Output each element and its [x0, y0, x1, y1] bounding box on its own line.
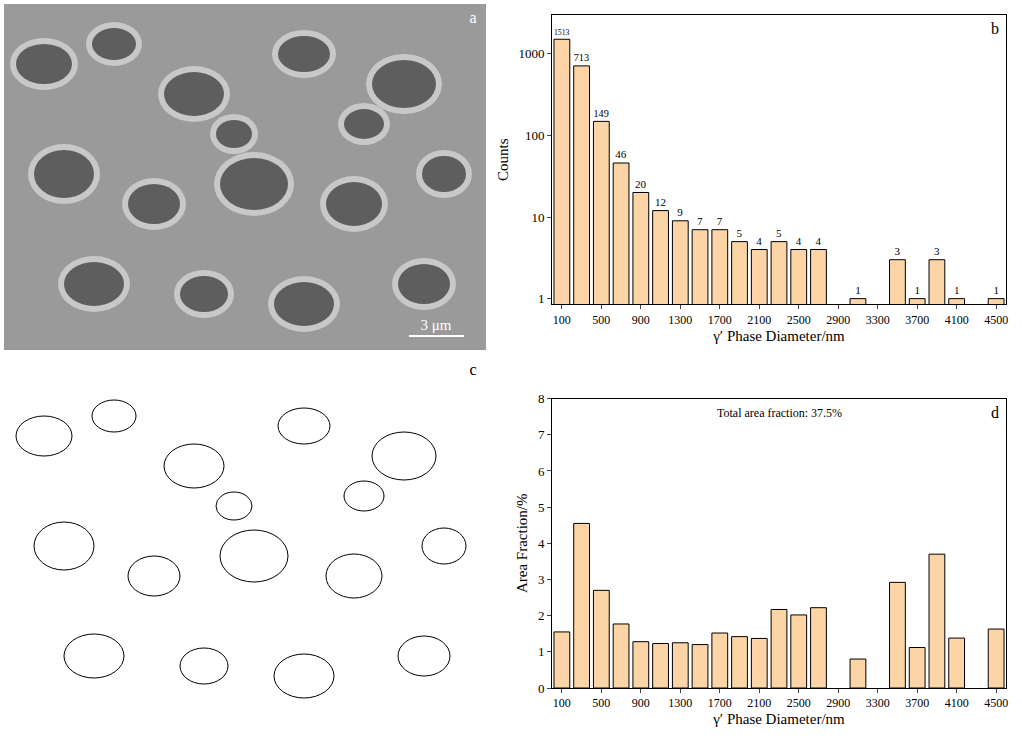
- svg-text:d: d: [991, 404, 999, 421]
- svg-text:4100: 4100: [945, 313, 969, 327]
- svg-text:1300: 1300: [668, 313, 692, 327]
- svg-text:1300: 1300: [668, 696, 692, 710]
- svg-text:γ′ Phase Diameter/nm: γ′ Phase Diameter/nm: [712, 328, 845, 344]
- svg-text:5: 5: [538, 500, 545, 515]
- svg-text:900: 900: [632, 313, 650, 327]
- svg-text:Area Fraction/%: Area Fraction/%: [514, 494, 530, 594]
- svg-text:a: a: [469, 9, 476, 26]
- svg-text:1: 1: [914, 284, 920, 296]
- svg-text:713: 713: [574, 52, 589, 63]
- svg-text:γ′ Phase Diameter/nm: γ′ Phase Diameter/nm: [712, 711, 845, 727]
- svg-text:2: 2: [538, 608, 545, 623]
- svg-text:7: 7: [697, 215, 703, 227]
- svg-text:2900: 2900: [826, 696, 850, 710]
- svg-text:1: 1: [993, 284, 999, 296]
- svg-text:1: 1: [538, 644, 545, 659]
- svg-text:4100: 4100: [945, 696, 969, 710]
- svg-text:500: 500: [592, 313, 610, 327]
- svg-text:1700: 1700: [708, 696, 732, 710]
- svg-text:1700: 1700: [708, 313, 732, 327]
- svg-text:7: 7: [538, 427, 545, 442]
- svg-text:100: 100: [525, 128, 545, 143]
- svg-text:3300: 3300: [866, 696, 890, 710]
- svg-text:1: 1: [954, 284, 960, 296]
- svg-text:500: 500: [592, 696, 610, 710]
- svg-text:2100: 2100: [747, 696, 771, 710]
- svg-text:10: 10: [531, 210, 544, 225]
- svg-text:2500: 2500: [787, 696, 811, 710]
- svg-text:100: 100: [553, 313, 571, 327]
- svg-text:2100: 2100: [747, 313, 771, 327]
- svg-text:b: b: [991, 20, 999, 37]
- svg-text:1513: 1513: [554, 28, 570, 37]
- svg-text:0: 0: [538, 681, 545, 696]
- svg-text:3300: 3300: [866, 313, 890, 327]
- svg-text:4: 4: [756, 235, 762, 247]
- svg-text:3700: 3700: [905, 696, 929, 710]
- svg-text:3: 3: [894, 245, 900, 257]
- svg-text:5: 5: [776, 227, 782, 239]
- svg-text:3: 3: [934, 245, 940, 257]
- svg-text:900: 900: [632, 696, 650, 710]
- svg-text:c: c: [469, 361, 476, 378]
- svg-text:9: 9: [677, 206, 683, 218]
- svg-text:100: 100: [553, 696, 571, 710]
- svg-text:8: 8: [538, 391, 545, 406]
- svg-text:5: 5: [737, 227, 743, 239]
- svg-text:4: 4: [796, 235, 802, 247]
- svg-text:2500: 2500: [787, 313, 811, 327]
- svg-text:2900: 2900: [826, 313, 850, 327]
- svg-text:1: 1: [855, 284, 861, 296]
- svg-text:4500: 4500: [984, 696, 1008, 710]
- svg-text:3: 3: [538, 572, 545, 587]
- svg-text:149: 149: [593, 108, 608, 119]
- svg-text:7: 7: [717, 215, 723, 227]
- svg-text:Total area fraction: 37.5%: Total area fraction: 37.5%: [717, 406, 842, 420]
- svg-text:1000: 1000: [518, 46, 544, 61]
- svg-text:Counts: Counts: [495, 138, 511, 181]
- svg-text:4: 4: [815, 235, 821, 247]
- svg-text:20: 20: [635, 178, 647, 190]
- svg-text:46: 46: [615, 148, 627, 160]
- svg-text:12: 12: [655, 196, 666, 208]
- svg-text:3700: 3700: [905, 313, 929, 327]
- svg-text:1: 1: [538, 291, 545, 306]
- svg-text:6: 6: [538, 464, 545, 479]
- svg-text:3 μm: 3 μm: [421, 317, 452, 333]
- svg-text:4500: 4500: [984, 313, 1008, 327]
- svg-text:4: 4: [538, 536, 545, 551]
